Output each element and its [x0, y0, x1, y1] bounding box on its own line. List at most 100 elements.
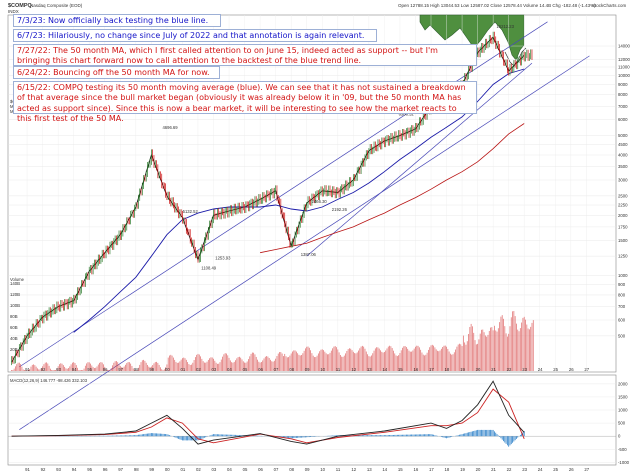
volume-bar: [430, 345, 432, 371]
volume-bar: [297, 353, 299, 371]
volume-bar: [406, 347, 407, 371]
volume-bar: [119, 366, 121, 371]
volume-bar: [308, 347, 310, 371]
volume-bar: [364, 348, 366, 371]
annotation-2: 7/27/22: The 50 month MA, which I first …: [13, 44, 477, 66]
volume-bar: [474, 340, 476, 371]
macd-x-tick-label: 03: [212, 467, 217, 472]
price-tick-label: 2500: [618, 193, 628, 198]
volume-bar: [317, 353, 319, 371]
volume-bar: [496, 331, 498, 371]
volume-bar: [241, 359, 243, 371]
macd-x-tick-label: 04: [227, 467, 232, 472]
macd-x-tick-label: 94: [72, 467, 77, 472]
volume-bar: [487, 334, 489, 371]
volume-bar: [400, 350, 402, 371]
volume-bar: [139, 364, 141, 371]
volume-bar: [319, 351, 321, 371]
volume-bar: [43, 364, 45, 371]
volume-bar: [211, 357, 213, 371]
volume-bar: [263, 358, 265, 371]
x-tick-label: 15: [398, 367, 403, 372]
volume-bar: [295, 351, 297, 371]
volume-bar: [110, 368, 112, 371]
macd-tick-label: 2000: [618, 381, 628, 386]
volume-bar: [175, 361, 177, 371]
volume-bar: [12, 370, 14, 371]
volume-bar: [201, 358, 203, 371]
volume-bar: [336, 347, 337, 371]
macd-x-tick-label: 25: [553, 467, 558, 472]
volume-bar: [354, 353, 356, 371]
macd-x-tick-label: 05: [243, 467, 248, 472]
x-tick-label: 96: [103, 367, 108, 372]
volume-bar: [469, 326, 471, 371]
volume-bar: [503, 318, 504, 371]
volume-bar: [49, 368, 51, 371]
volume-bar: [193, 360, 195, 371]
volume-bar: [61, 363, 63, 371]
volume-bar: [303, 350, 305, 371]
macd-x-tick-label: 16: [413, 467, 418, 472]
volume-bar: [380, 350, 381, 371]
volume-bar: [356, 352, 358, 371]
volume-tick-label: 80B: [10, 314, 18, 319]
x-tick-label: 01: [180, 367, 185, 372]
volume-bar: [71, 362, 73, 371]
volume-bar: [236, 358, 238, 371]
volume-bar: [509, 326, 511, 371]
volume-bar: [527, 328, 529, 371]
x-tick-label: 27: [584, 367, 589, 372]
price-tick-label: 12000: [618, 57, 631, 62]
x-tick-label: 02: [196, 367, 201, 372]
volume-bar: [30, 366, 32, 371]
volume-bar: [451, 354, 453, 371]
volume-bar: [39, 369, 41, 371]
volume-bar: [90, 363, 91, 371]
macd-x-tick-label: 92: [41, 467, 46, 472]
volume-bar: [381, 351, 383, 371]
macd-tick-label: -500: [618, 447, 627, 452]
volume-bar: [131, 365, 133, 371]
volume-bar: [477, 343, 479, 371]
macd-x-tick-label: 26: [569, 467, 574, 472]
macd-x-tick-label: 19: [460, 467, 465, 472]
volume-bar: [268, 358, 270, 371]
volume-bar: [228, 357, 230, 371]
volume-bar: [280, 352, 282, 371]
volume-bar: [258, 361, 260, 371]
x-tick-label: 00: [165, 367, 170, 372]
chart-ohlc: Open 12788.15 High 13044.53 Low 12587.02…: [398, 3, 596, 8]
volume-bar: [33, 364, 34, 371]
volume-bar: [27, 370, 29, 371]
x-tick-label: 08: [289, 367, 294, 372]
macd-tick-label: 500: [618, 421, 626, 426]
volume-bar: [277, 353, 279, 371]
volume-bar: [216, 363, 218, 371]
volume-bar: [320, 349, 322, 371]
volume-bar: [350, 348, 352, 371]
volume-bar: [209, 358, 211, 371]
volume-tick-label: 140B: [10, 281, 20, 286]
volume-bar: [73, 362, 75, 371]
volume-bar: [83, 368, 85, 371]
macd-x-tick-label: 10: [320, 467, 325, 472]
volume-bar: [294, 350, 296, 371]
volume-bar: [103, 364, 104, 371]
volume-bar: [531, 322, 533, 371]
volume-bar: [114, 361, 116, 371]
volume-bar: [323, 350, 324, 371]
x-tick-label: 03: [212, 367, 217, 372]
volume-bar: [48, 365, 50, 371]
macd-x-tick-label: 98: [134, 467, 139, 472]
volume-bar: [382, 352, 384, 371]
volume-bar: [413, 348, 415, 371]
x-tick-label: 97: [118, 367, 123, 372]
volume-bar: [59, 364, 60, 371]
volume-bar: [214, 360, 216, 371]
volume-bar: [378, 348, 380, 371]
volume-bar: [156, 361, 157, 371]
volume-bar: [132, 368, 134, 371]
volume-bar: [338, 352, 340, 371]
